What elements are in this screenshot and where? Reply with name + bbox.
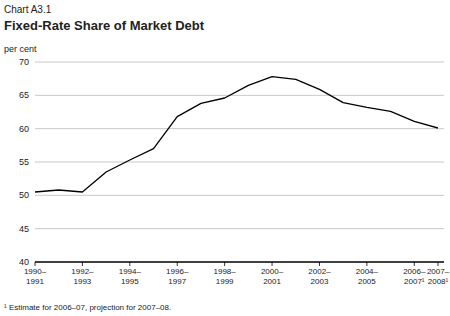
x-tick-label: 1996–1997 bbox=[166, 267, 189, 286]
x-tick-label: 2004–2005 bbox=[356, 267, 379, 286]
label-line: 1999 bbox=[216, 277, 234, 286]
label-line: 2000– bbox=[261, 267, 284, 276]
label-line: 2007¹ bbox=[404, 277, 425, 286]
grid-line bbox=[35, 228, 444, 229]
x-tick bbox=[129, 262, 130, 266]
label-line: 2004– bbox=[356, 267, 379, 276]
x-axis-line bbox=[35, 262, 444, 263]
chart-label: Chart A3.1 bbox=[4, 4, 52, 15]
label-line: 1995 bbox=[121, 277, 139, 286]
label-line: 2002– bbox=[308, 267, 331, 276]
grid-line bbox=[35, 162, 444, 163]
x-axis-line bbox=[35, 262, 444, 263]
x-tick-label: 1990–1991 bbox=[24, 267, 47, 286]
footnote: ¹ Estimate for 2006–07, projection for 2… bbox=[4, 303, 171, 312]
label-line: 1994– bbox=[119, 267, 142, 276]
label-line: 1993 bbox=[74, 277, 92, 286]
grid-line bbox=[35, 195, 444, 196]
grid-line bbox=[35, 62, 444, 63]
x-tick-label: 2002–2003 bbox=[308, 267, 331, 286]
label-line: 1996– bbox=[166, 267, 189, 276]
grid-line bbox=[35, 95, 444, 96]
label-line: 1998– bbox=[214, 267, 237, 276]
label-line: 2005 bbox=[358, 277, 376, 286]
x-tick bbox=[177, 262, 178, 266]
x-tick bbox=[272, 262, 273, 266]
y-tick-label: 40 bbox=[19, 257, 29, 267]
x-tick bbox=[319, 262, 320, 266]
plot-area bbox=[35, 77, 438, 192]
label-line: 1997 bbox=[168, 277, 186, 286]
y-axis-label: per cent bbox=[4, 44, 37, 54]
y-tick-label: 55 bbox=[19, 157, 29, 167]
y-tick-label: 70 bbox=[19, 57, 29, 67]
y-tick-label: 65 bbox=[19, 90, 29, 100]
x-tick-label: 1998–1999 bbox=[214, 267, 237, 286]
chart: Chart A3.1 Fixed-Rate Share of Market Deb… bbox=[0, 0, 450, 316]
label-line: 1990– bbox=[24, 267, 47, 276]
x-tick-label: 2000–2001 bbox=[261, 267, 284, 286]
x-tick bbox=[366, 262, 367, 266]
x-tick bbox=[35, 262, 36, 266]
x-tick bbox=[224, 262, 225, 266]
label-line: 2001 bbox=[263, 277, 281, 286]
x-tick-label: 2006–2007¹ bbox=[403, 267, 426, 286]
x-tick bbox=[82, 262, 83, 266]
label-line: 2007– bbox=[427, 267, 450, 276]
label-line: 2003 bbox=[311, 277, 329, 286]
x-tick-label: 1992–1993 bbox=[71, 267, 94, 286]
label-line: 1992– bbox=[71, 267, 94, 276]
x-tick-label: 2007–2008¹ bbox=[427, 267, 450, 286]
title: Fixed-Rate Share of Market Debt bbox=[4, 18, 205, 33]
label-line: 2008¹ bbox=[428, 277, 449, 286]
x-tick bbox=[414, 262, 415, 266]
y-tick-label: 60 bbox=[19, 124, 29, 134]
y-tick-label: 45 bbox=[19, 224, 29, 234]
x-tick bbox=[438, 262, 439, 266]
label-line: 1991 bbox=[26, 277, 44, 286]
x-tick-label: 1994–1995 bbox=[119, 267, 142, 286]
label-line: 2006– bbox=[403, 267, 426, 276]
grid-line bbox=[35, 128, 444, 129]
y-tick-label: 50 bbox=[19, 190, 29, 200]
data-line bbox=[35, 77, 438, 192]
